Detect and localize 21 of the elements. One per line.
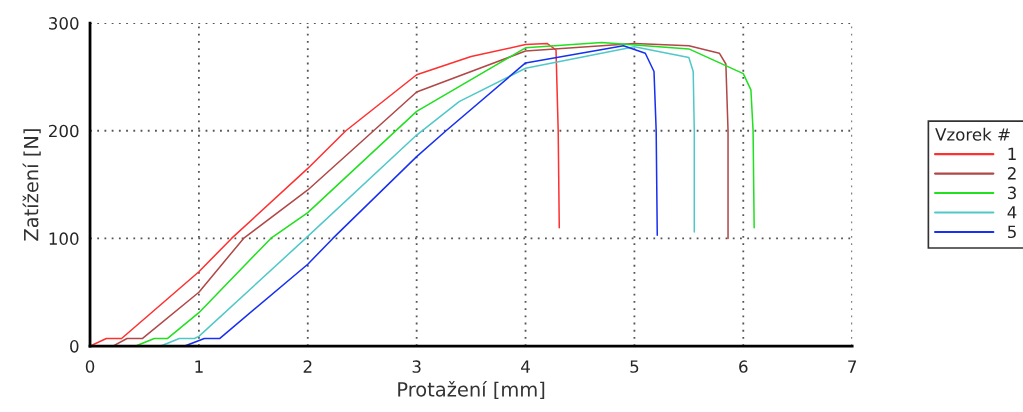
legend-title: Vzorek #	[935, 127, 1010, 141]
x-tick-label: 6	[739, 360, 748, 373]
y-tick-label: 100	[49, 232, 79, 245]
x-tick-label: 1	[195, 360, 203, 373]
x-tick-label: 5	[630, 360, 639, 373]
legend-label: 2	[1007, 167, 1016, 180]
x-tick-label: 7	[848, 360, 857, 373]
line-series	[90, 42, 561, 347]
legend-label: 5	[1007, 225, 1016, 239]
y-tick-label: 0	[70, 340, 79, 353]
x-axis-title: Protažení [mm]	[398, 380, 545, 399]
y-tick-label: 200	[49, 124, 79, 138]
y-tick-label: 300	[49, 17, 79, 30]
x-tick-label: 4	[521, 360, 530, 373]
x-tick-label: 3	[412, 360, 421, 373]
x-tick-label: 2	[303, 360, 312, 373]
legend-label: 4	[1007, 206, 1017, 219]
legend-label: 1	[1008, 147, 1016, 160]
x-tick-label: 0	[85, 360, 95, 373]
legend-label: 3	[1007, 186, 1016, 200]
y-axis-title: Zatížení [N]	[22, 129, 41, 241]
